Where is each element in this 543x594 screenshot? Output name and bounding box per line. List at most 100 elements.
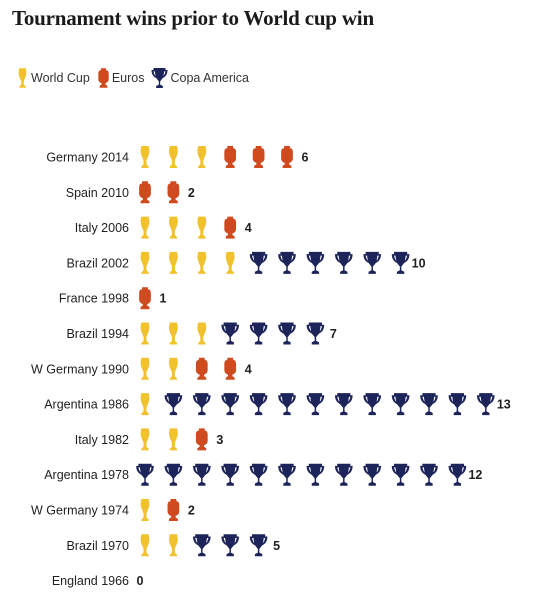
world-cup-trophy-icon bbox=[225, 251, 235, 274]
copa-america-trophy-icon bbox=[448, 393, 467, 416]
euros-trophy-icon bbox=[98, 68, 109, 88]
world-cup-trophy-icon bbox=[140, 251, 150, 274]
copa-america-trophy-icon bbox=[164, 463, 183, 486]
copa-america-trophy-icon bbox=[335, 251, 353, 274]
chart-row: Spain 2010 2 bbox=[66, 181, 195, 204]
row-label: Brazil 1994 bbox=[66, 327, 129, 341]
row-label: Argentina 1986 bbox=[44, 398, 129, 412]
euros-trophy-icon bbox=[195, 428, 208, 451]
legend-label-euros: Euros bbox=[111, 71, 145, 85]
legend-item-world-cup: World Cup bbox=[16, 68, 90, 88]
legend-label-world-cup: World Cup bbox=[31, 71, 90, 85]
copa-america-trophy-icon bbox=[249, 463, 268, 486]
euros-trophy-icon bbox=[167, 499, 180, 521]
world-cup-trophy-icon bbox=[197, 251, 207, 274]
euros-trophy-icon bbox=[167, 181, 180, 204]
legend: World Cup Euros Copa America bbox=[16, 66, 256, 90]
world-cup-trophy-icon bbox=[140, 357, 150, 380]
copa-america-trophy-icon bbox=[335, 393, 353, 416]
copa-america-trophy-icon bbox=[306, 251, 325, 274]
euros-trophy-icon bbox=[281, 146, 293, 168]
legend-label-copa-america: Copa America bbox=[170, 71, 249, 85]
world-cup-trophy-icon bbox=[197, 216, 207, 239]
copa-america-trophy-icon bbox=[278, 393, 296, 416]
chart-row: Brazil 2002 10 bbox=[66, 251, 426, 274]
copa-america-trophy-icon bbox=[221, 463, 239, 486]
row-label: France 1998 bbox=[59, 292, 129, 306]
copa-america-trophy-icon bbox=[477, 393, 495, 416]
world-cup-trophy-icon bbox=[197, 322, 207, 345]
world-cup-trophy-icon bbox=[169, 216, 178, 239]
copa-america-trophy-icon bbox=[420, 463, 438, 486]
copa-america-trophy-icon bbox=[391, 393, 410, 416]
copa-america-trophy-icon bbox=[221, 393, 239, 416]
row-label: Germany 2014 bbox=[46, 151, 129, 165]
legend-item-euros: Euros bbox=[97, 68, 145, 88]
world-cup-trophy-icon bbox=[197, 146, 207, 168]
chart-row: Italy 1982 3 bbox=[75, 428, 223, 451]
chart-title: Tournament wins prior to World cup win bbox=[12, 6, 374, 30]
total-count-label: 12 bbox=[468, 468, 482, 482]
copa-america-trophy-icon bbox=[306, 393, 325, 416]
copa-america-trophy-icon bbox=[136, 463, 154, 486]
copa-america-trophy-icon bbox=[193, 393, 211, 416]
world-cup-trophy-icon bbox=[169, 322, 178, 345]
copa-america-trophy-icon bbox=[249, 251, 268, 274]
copa-america-trophy-icon bbox=[221, 534, 239, 557]
copa-america-trophy-icon bbox=[391, 251, 410, 274]
total-count-label: 4 bbox=[245, 221, 252, 235]
world-cup-trophy-icon bbox=[169, 146, 178, 168]
copa-america-trophy-icon bbox=[249, 322, 268, 345]
chart-row: W Germany 1974 2 bbox=[31, 499, 195, 521]
world-cup-trophy-icon bbox=[140, 216, 150, 239]
copa-america-trophy-icon bbox=[278, 463, 296, 486]
total-count-label: 2 bbox=[188, 186, 195, 200]
total-count-label: 3 bbox=[216, 433, 223, 447]
euros-trophy-icon bbox=[224, 357, 237, 380]
copa-america-trophy-icon bbox=[278, 251, 296, 274]
world-cup-trophy-icon bbox=[18, 68, 27, 88]
chart-row: Brazil 1994 7 bbox=[66, 322, 337, 345]
chart-row: Brazil 1970 5 bbox=[66, 534, 280, 557]
row-label: W Germany 1974 bbox=[31, 504, 129, 518]
row-label: Brazil 1970 bbox=[66, 539, 129, 553]
row-label: W Germany 1990 bbox=[31, 362, 129, 376]
chart-row: Argentina 1978 12 bbox=[44, 463, 482, 486]
total-count-label: 13 bbox=[497, 398, 511, 412]
total-count-label: 4 bbox=[245, 362, 252, 376]
chart-row: Argentina 1986 13 bbox=[44, 393, 511, 416]
chart-row: Germany 2014 6 bbox=[46, 146, 309, 168]
total-count-label: 1 bbox=[160, 292, 167, 306]
copa-america-trophy-icon bbox=[306, 463, 325, 486]
world-cup-trophy-icon bbox=[169, 251, 178, 274]
total-count-label: 0 bbox=[137, 574, 144, 588]
chart-row: France 1998 1 bbox=[59, 287, 167, 310]
world-cup-trophy-icon bbox=[140, 534, 150, 557]
world-cup-trophy-icon bbox=[140, 393, 150, 416]
copa-america-trophy-icon bbox=[249, 393, 268, 416]
world-cup-trophy-icon bbox=[140, 146, 150, 168]
copa-america-trophy-icon bbox=[420, 393, 438, 416]
copa-america-trophy-icon bbox=[363, 463, 381, 486]
row-label: Brazil 2002 bbox=[66, 256, 129, 270]
copa-america-trophy-icon bbox=[151, 68, 168, 88]
row-label: Italy 2006 bbox=[75, 221, 129, 235]
copa-america-trophy-icon bbox=[306, 322, 325, 345]
copa-america-trophy-icon bbox=[278, 322, 296, 345]
euros-trophy-icon bbox=[139, 287, 151, 310]
copa-america-trophy-icon bbox=[193, 463, 211, 486]
copa-america-trophy-icon bbox=[363, 251, 381, 274]
world-cup-trophy-icon bbox=[169, 534, 178, 557]
world-cup-trophy-icon bbox=[140, 428, 150, 451]
euros-trophy-icon bbox=[224, 146, 237, 168]
euros-trophy-icon bbox=[224, 216, 237, 239]
total-count-label: 7 bbox=[330, 327, 337, 341]
copa-america-trophy-icon bbox=[193, 534, 211, 557]
euros-trophy-icon bbox=[252, 146, 265, 168]
world-cup-trophy-icon bbox=[169, 428, 178, 451]
chart-row: W Germany 1990 4 bbox=[31, 357, 252, 380]
total-count-label: 2 bbox=[188, 504, 195, 518]
row-label: Italy 1982 bbox=[75, 433, 129, 447]
copa-america-trophy-icon bbox=[391, 463, 410, 486]
row-label: England 1966 bbox=[52, 574, 129, 588]
